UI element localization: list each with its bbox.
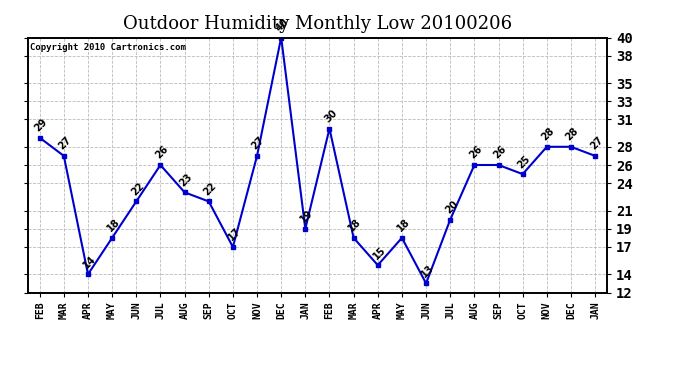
Text: 18: 18 <box>105 217 122 234</box>
Text: 27: 27 <box>57 135 74 152</box>
Text: 23: 23 <box>177 171 195 188</box>
Text: 18: 18 <box>346 217 364 234</box>
Text: Outdoor Humidity Monthly Low 20100206: Outdoor Humidity Monthly Low 20100206 <box>123 15 512 33</box>
Text: 17: 17 <box>226 226 243 243</box>
Text: 22: 22 <box>201 181 219 197</box>
Text: 25: 25 <box>515 153 533 170</box>
Text: Copyright 2010 Cartronics.com: Copyright 2010 Cartronics.com <box>30 43 186 52</box>
Text: 14: 14 <box>81 254 98 270</box>
Text: 26: 26 <box>153 144 170 161</box>
Text: 19: 19 <box>298 208 315 225</box>
Text: 22: 22 <box>129 181 146 197</box>
Text: 26: 26 <box>491 144 509 161</box>
Text: 15: 15 <box>371 244 388 261</box>
Text: 28: 28 <box>540 126 557 142</box>
Text: 30: 30 <box>322 108 339 124</box>
Text: 13: 13 <box>419 262 436 279</box>
Text: 29: 29 <box>32 117 50 134</box>
Text: 28: 28 <box>564 126 581 142</box>
Text: 18: 18 <box>395 217 412 234</box>
Text: 20: 20 <box>443 199 460 216</box>
Text: 27: 27 <box>588 135 605 152</box>
Text: 27: 27 <box>250 135 267 152</box>
Text: 26: 26 <box>467 144 484 161</box>
Text: 40: 40 <box>274 17 291 33</box>
